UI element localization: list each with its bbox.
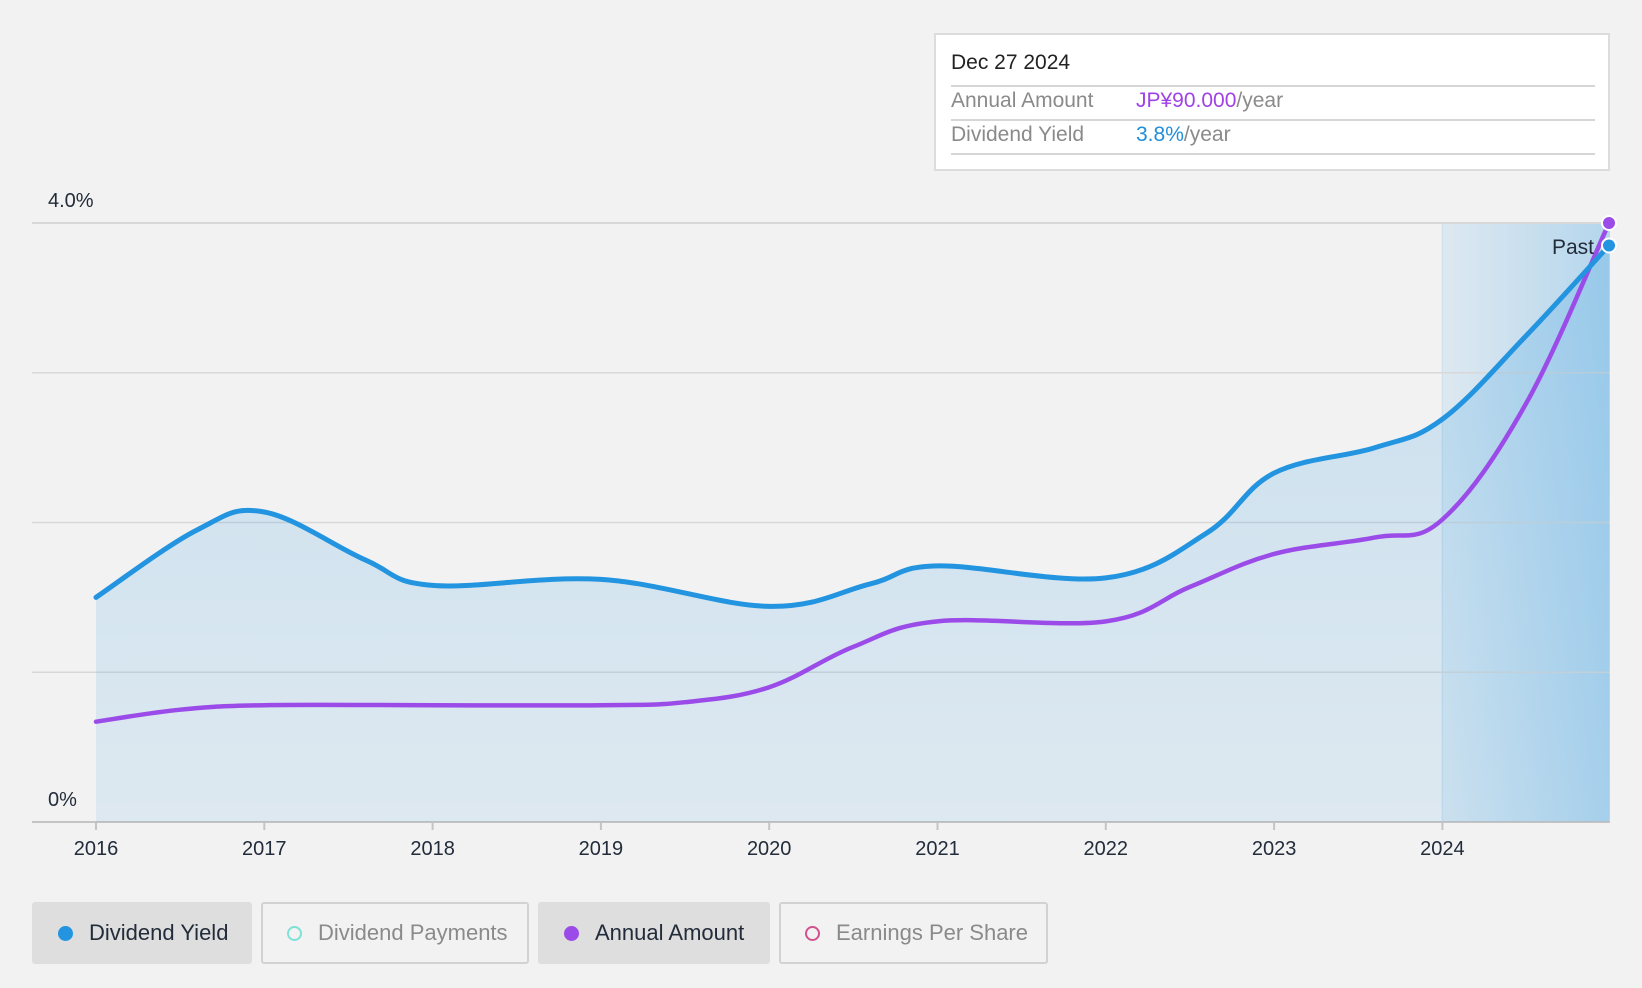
legend-dividend-yield-button[interactable]: Dividend Yield	[32, 902, 252, 964]
tooltip-dividend-yield-value-group: 3.8%/year	[1136, 123, 1231, 147]
tooltip-annual-amount-suffix: /year	[1236, 89, 1284, 112]
tooltip-annual-amount-row: Annual Amount JP¥90.000/year	[951, 89, 1283, 113]
legend-dividend-payments-button[interactable]: Dividend Payments	[261, 902, 529, 964]
x-tick-label: 2019	[579, 838, 624, 860]
tooltip: Dec 27 2024 Annual Amount JP¥90.000/year…	[934, 33, 1610, 171]
legend-annual-amount-button[interactable]: Annual Amount	[538, 902, 770, 964]
tooltip-divider	[951, 153, 1595, 155]
tooltip-dividend-yield-label: Dividend Yield	[951, 123, 1085, 146]
x-tick-label: 2022	[1084, 838, 1129, 860]
tooltip-dividend-yield-value: 3.8%	[1136, 123, 1184, 146]
x-tick-label: 2018	[410, 838, 455, 860]
tooltip-dividend-yield-suffix: /year	[1183, 123, 1231, 146]
tooltip-dividend-yield-row: Dividend Yield 3.8%/year	[951, 123, 1231, 147]
y-tick-label-top: 4.0%	[48, 190, 94, 212]
tooltip-divider	[951, 85, 1595, 87]
y-tick-label-bottom: 0%	[48, 789, 77, 811]
legend-earnings-per-share-label: Earnings Per Share	[836, 920, 1028, 945]
annual-amount-end-marker	[1601, 215, 1617, 231]
legend-annual-amount-dot-icon	[564, 925, 579, 941]
dividend-yield-line	[93, 242, 1612, 609]
past-label: Past	[1552, 236, 1594, 259]
x-tick-label: 2020	[747, 838, 792, 860]
legend-dividend-yield-label: Dividend Yield	[89, 920, 229, 945]
legend-dividend-payments-label: Dividend Payments	[318, 920, 508, 945]
x-tick-label: 2023	[1252, 838, 1297, 860]
legend-dividend-payments-dot-icon	[287, 925, 302, 941]
tooltip-divider	[951, 119, 1595, 121]
x-tick-label: 2017	[242, 838, 287, 860]
legend-earnings-per-share-button[interactable]: Earnings Per Share	[779, 902, 1048, 964]
dividend-yield-area	[96, 245, 1609, 822]
legend-dividend-yield-dot-icon	[58, 925, 73, 941]
legend-annual-amount-label: Annual Amount	[595, 920, 745, 945]
tooltip-annual-amount-label: Annual Amount	[951, 89, 1094, 112]
x-tick-label: 2024	[1420, 838, 1465, 860]
tooltip-annual-amount-value: JP¥90.000	[1136, 89, 1237, 112]
tooltip-date: Dec 27 2024	[951, 51, 1071, 74]
legend-earnings-per-share-dot-icon	[805, 925, 820, 941]
x-tick-label: 2021	[915, 838, 960, 860]
tooltip-annual-amount-value-group: JP¥90.000/year	[1136, 89, 1283, 113]
dividend-yield-end-marker	[1601, 237, 1617, 254]
annual-amount-line	[93, 220, 1612, 724]
x-tick-label: 2016	[74, 838, 119, 860]
